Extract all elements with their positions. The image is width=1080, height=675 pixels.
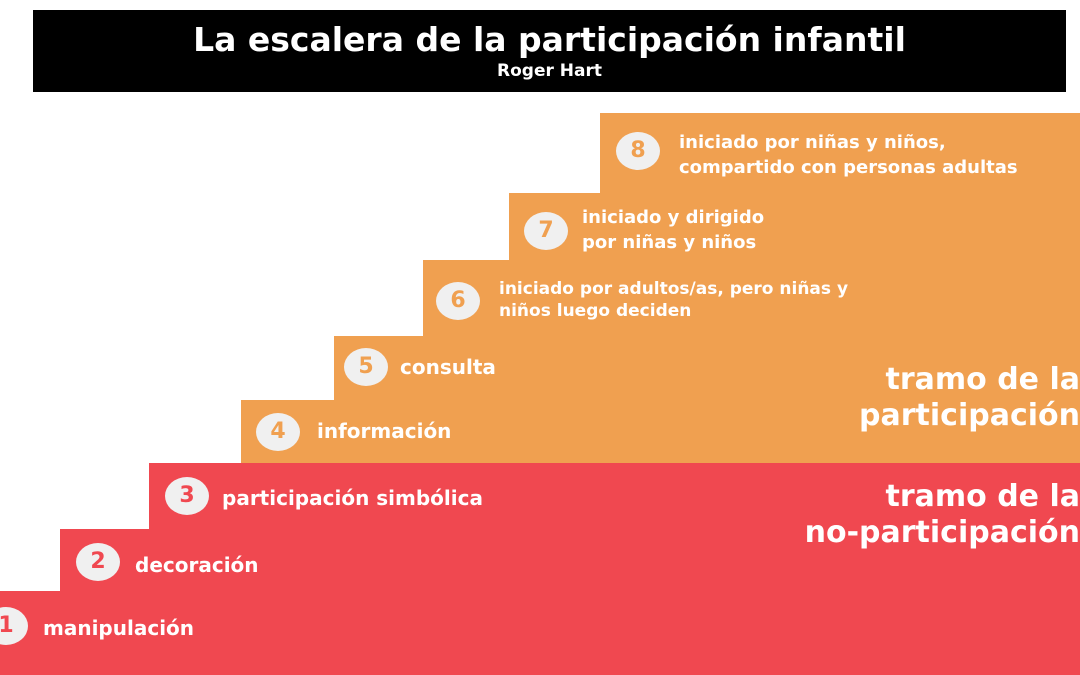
step-2-number-badge: 2 [76, 543, 120, 581]
step-6-number-badge: 6 [436, 282, 480, 320]
step-4-number-badge: 4 [256, 413, 300, 451]
diagram-subtitle: Roger Hart [497, 61, 602, 81]
step-1-label: manipulación [43, 616, 195, 640]
step-8-label: iniciado por niñas y niños, compartido c… [679, 132, 1018, 178]
step-3-block [149, 463, 1080, 529]
step-6-block [423, 260, 1080, 336]
step-3-number-badge: 3 [165, 477, 209, 515]
participation-section-label: tramo de la participación [859, 362, 1080, 433]
step-6-label: iniciado por adultos/as, pero niñas y ni… [499, 279, 849, 321]
step-4-label: información [317, 419, 452, 443]
step-2-label: decoración [135, 553, 259, 577]
header-banner: La escalera de la participación infantil… [33, 10, 1066, 92]
step-8-number-badge: 8 [616, 132, 660, 170]
step-1-block [0, 591, 1080, 675]
step-5-number-badge: 5 [344, 348, 388, 386]
step-8-block [600, 113, 1080, 193]
non-participation-section-label: tramo de la no-participación [804, 479, 1080, 550]
step-2-block [60, 529, 1080, 591]
step-5-label: consulta [400, 355, 496, 379]
diagram-title: La escalera de la participación infantil [193, 20, 906, 59]
step-7-label: iniciado y dirigido por niñas y niños [582, 207, 765, 253]
step-7-block [509, 193, 1080, 260]
step-5-block [334, 336, 1080, 400]
step-7-number-badge: 7 [524, 212, 568, 250]
step-3-label: participación simbólica [222, 486, 483, 510]
step-4-block [241, 400, 1080, 463]
